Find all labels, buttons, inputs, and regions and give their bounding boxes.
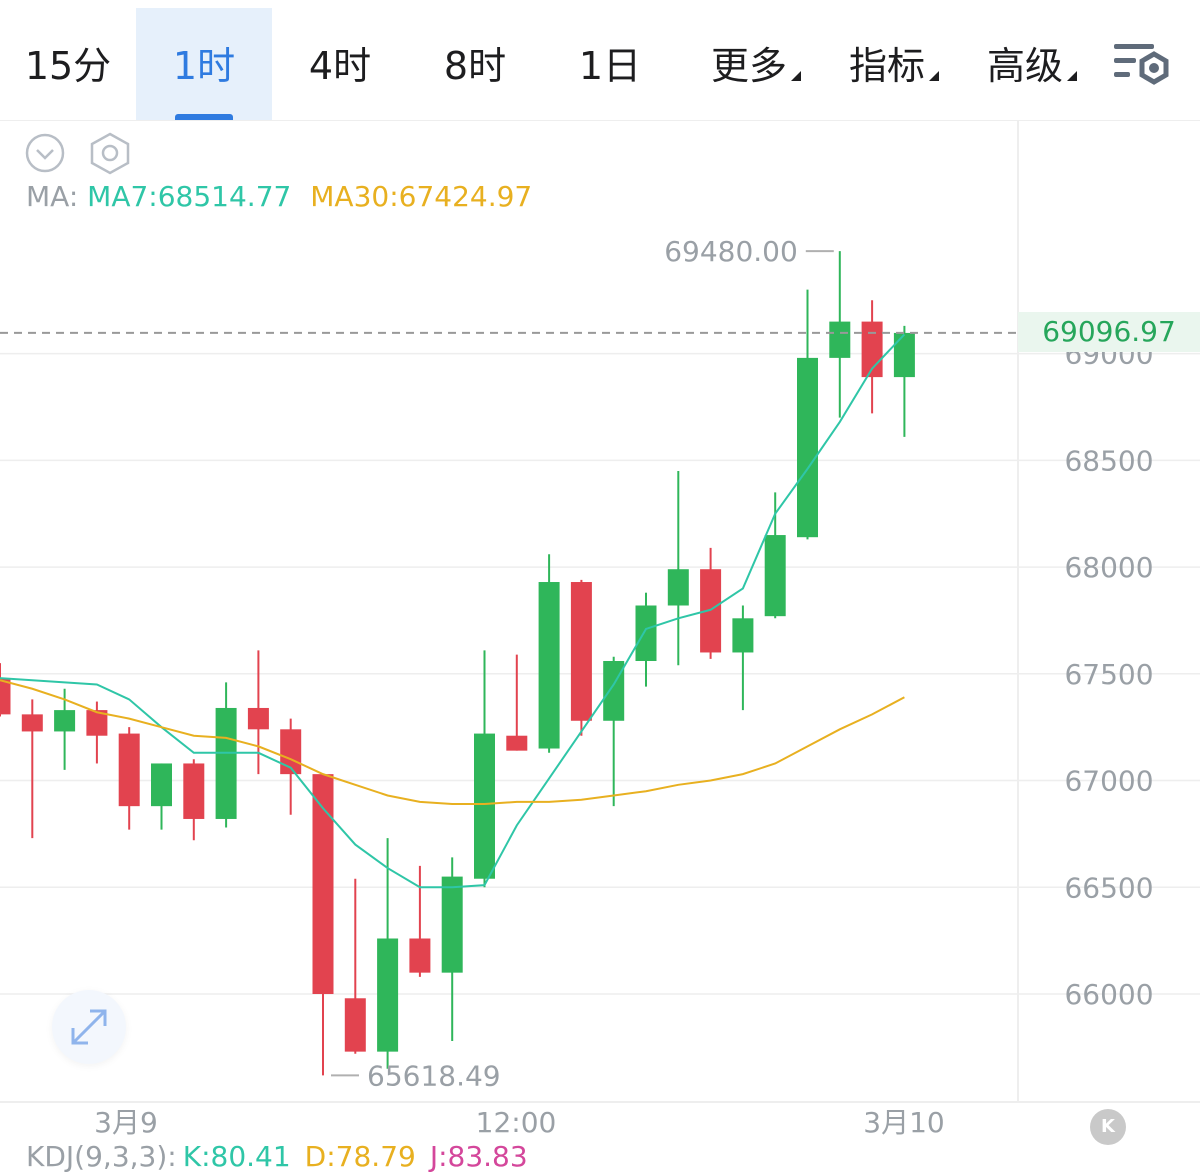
grid-lines xyxy=(0,352,1200,995)
tab-more-label: 更多 xyxy=(710,44,787,88)
candle-body xyxy=(0,678,11,715)
candles-group xyxy=(0,251,915,1076)
tab-advanced-label: 高级 xyxy=(986,44,1063,88)
ma30-value: MA30:67424.97 xyxy=(310,180,533,213)
tab-1h-label: 1时 xyxy=(172,44,236,88)
min-price-marker: 65618.49 xyxy=(331,1059,501,1092)
price-tick-label: 66500 xyxy=(1064,871,1153,904)
active-tab-indicator xyxy=(175,114,233,120)
tab-indicators-label: 指标 xyxy=(848,44,925,88)
candle-body xyxy=(506,735,528,751)
candle-body xyxy=(377,938,399,1052)
price-tick-label: 67000 xyxy=(1064,765,1153,798)
candle-body xyxy=(570,582,592,721)
price-tick-label: 66000 xyxy=(1064,978,1153,1011)
candle-body xyxy=(474,733,495,879)
kdj-legend: KDJ(9,3,3): K:80.41 D:78.79 J:83.83 xyxy=(26,1140,528,1173)
tab-4h[interactable]: 4时 xyxy=(308,44,372,88)
k-logo-icon[interactable]: K xyxy=(1090,1109,1126,1145)
kdj-j-value: J:83.83 xyxy=(429,1140,528,1173)
candle-body xyxy=(700,569,722,653)
price-tick-label: 68500 xyxy=(1064,444,1153,477)
candle-body xyxy=(54,710,76,732)
dropdown-corner-icon xyxy=(791,71,801,81)
max-price-label: 69480.00 xyxy=(664,235,798,268)
header-divider xyxy=(0,120,1200,121)
ma-legend: MA: MA7:68514.77 MA30:67424.97 xyxy=(26,180,532,213)
tab-advanced[interactable]: 高级 xyxy=(970,8,1094,120)
expand-button[interactable] xyxy=(52,990,126,1064)
price-tick-label: 67500 xyxy=(1064,658,1153,691)
tab-indicators[interactable]: 指标 xyxy=(832,8,956,120)
candle-body xyxy=(312,774,334,994)
candle-body xyxy=(151,763,172,807)
ma-prefix: MA: xyxy=(26,180,79,213)
chevron-down-circle-icon[interactable] xyxy=(25,133,65,173)
tab-1d[interactable]: 1日 xyxy=(578,44,642,88)
candle-body xyxy=(215,707,237,819)
kdj-k-value: K:80.41 xyxy=(182,1140,291,1173)
settings-sliders-icon[interactable] xyxy=(1112,38,1174,94)
candle-body xyxy=(635,605,657,662)
time-tick-label: 12:00 xyxy=(476,1106,557,1139)
ma7-value: MA7:68514.77 xyxy=(87,180,292,213)
timeframe-tabs: 15分 1时 4时 8时 1日 更多 指标 高级 xyxy=(0,0,1200,120)
moving-average-lines xyxy=(0,333,906,889)
tab-1h[interactable]: 1时 xyxy=(136,8,272,120)
kdj-d-value: D:78.79 xyxy=(304,1140,416,1173)
max-price-marker: 69480.00 xyxy=(664,235,834,268)
candle-body xyxy=(183,763,205,819)
time-tick-label: 3月9 xyxy=(94,1106,158,1139)
dropdown-corner-icon xyxy=(1067,71,1077,81)
ma7-line xyxy=(0,333,906,889)
candle-body xyxy=(893,332,915,378)
candle-body xyxy=(667,569,689,606)
tab-15m[interactable]: 15分 xyxy=(24,44,112,88)
candle-body xyxy=(280,729,302,775)
candle-body xyxy=(86,710,108,736)
price-tick-label: 68000 xyxy=(1064,551,1153,584)
time-tick-label: 3月10 xyxy=(863,1106,944,1139)
candle-body xyxy=(247,707,269,730)
candle-body xyxy=(344,998,366,1052)
tab-8h[interactable]: 8时 xyxy=(443,44,507,88)
candle-body xyxy=(829,321,851,358)
hexagon-settings-icon[interactable] xyxy=(90,132,130,175)
candle-body xyxy=(21,714,43,732)
candle-body xyxy=(797,357,818,538)
candle-body xyxy=(409,938,431,973)
candle-body xyxy=(118,733,140,807)
current-price-tag: 69096.97 xyxy=(1018,312,1200,352)
expand-arrows-icon xyxy=(71,1009,107,1045)
candle-body xyxy=(538,582,560,749)
candle-body xyxy=(441,876,463,973)
candle-body xyxy=(764,535,786,617)
candle-body xyxy=(732,618,754,653)
dropdown-corner-icon xyxy=(929,71,939,81)
min-price-label: 65618.49 xyxy=(367,1059,501,1092)
tab-more[interactable]: 更多 xyxy=(694,8,818,120)
time-axis: 3月9 12:00 3月10 xyxy=(94,1106,945,1139)
ma30-line xyxy=(0,679,905,806)
kdj-prefix: KDJ(9,3,3): xyxy=(26,1140,177,1173)
